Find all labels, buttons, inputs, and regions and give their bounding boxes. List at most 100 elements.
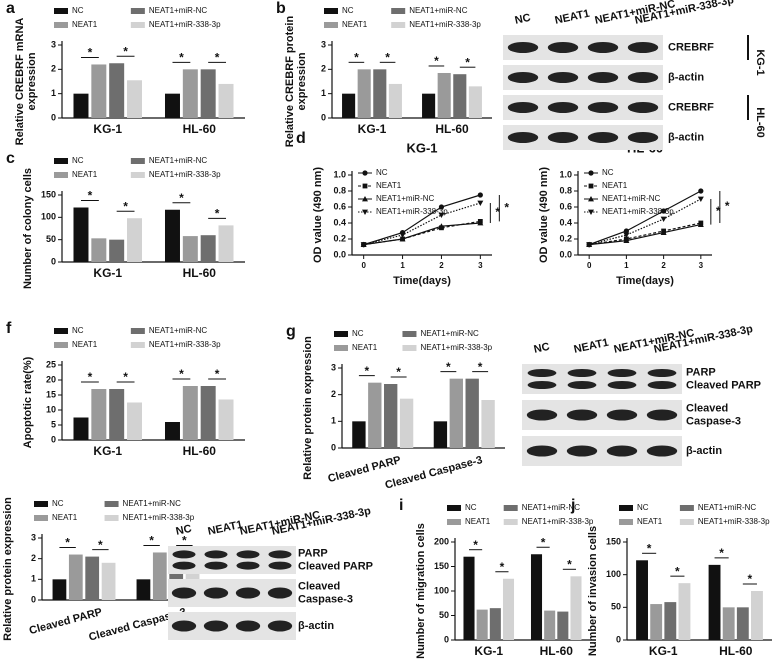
y-tick-label: 1.0 [333, 169, 346, 179]
blot-band [526, 409, 558, 421]
legend-label: NEAT1+miR-NC [409, 6, 468, 15]
bar [152, 552, 167, 600]
y-tick-label: 3 [331, 362, 336, 372]
bar [218, 225, 234, 262]
significance-label: * [716, 204, 721, 218]
significance-label: * [98, 538, 103, 552]
legend-label: NEAT1+miR-338-3p [376, 207, 448, 216]
blot-band [268, 550, 292, 559]
y-tick-label: 0 [31, 594, 36, 604]
blot-band [587, 42, 619, 53]
significance-label: * [215, 51, 220, 65]
x-tick-label: HL-60 [435, 122, 469, 136]
significance-label: * [504, 200, 509, 214]
y-tick-label: 200 [434, 536, 449, 546]
line [589, 198, 702, 246]
blot-band [236, 550, 260, 559]
x-tick-label: KG-1 [93, 266, 122, 280]
significance-label: * [123, 44, 128, 58]
bar [388, 83, 402, 118]
legend-swatch [391, 22, 406, 28]
point [697, 196, 704, 202]
y-axis-label: Relative protein expression [302, 336, 314, 480]
blot-band [235, 587, 261, 599]
significance-label: * [65, 536, 70, 550]
bar [422, 93, 436, 118]
point [362, 183, 368, 189]
legend-swatch [447, 519, 461, 525]
significance-label: * [385, 51, 390, 65]
legend-swatch [503, 519, 518, 525]
bar [218, 83, 234, 118]
bar [650, 604, 663, 640]
legend-label: NEAT1 [637, 517, 663, 526]
significance-label: * [365, 364, 370, 378]
significance-label: * [465, 55, 470, 69]
significance-label: * [446, 360, 451, 374]
y-tick-label: 25 [46, 359, 56, 369]
point [438, 223, 445, 229]
x-tick-label: HL-60 [183, 122, 217, 136]
x-tick-label: HL-60 [719, 644, 753, 658]
legend-label: NC [52, 499, 64, 508]
y-tick-label: 2 [51, 64, 56, 74]
significance-label: * [541, 535, 546, 549]
blot-band [547, 132, 579, 143]
bar [437, 72, 451, 118]
bar [73, 207, 89, 262]
point [588, 209, 594, 215]
blot-row-label: Caspase-3 [686, 415, 741, 427]
y-axis-label: Relative CREBRF protein [284, 16, 296, 148]
bar [91, 238, 107, 262]
bar [557, 611, 569, 640]
blot-band [607, 369, 637, 377]
blot-column-label: NEAT1 [207, 519, 244, 538]
x-tick-label: KG-1 [93, 444, 122, 458]
point [660, 229, 667, 235]
bar [136, 579, 151, 600]
significance-label: * [123, 199, 128, 213]
y-tick-label: 0.4 [559, 217, 572, 227]
bar [465, 378, 479, 448]
bar [352, 421, 366, 448]
x-tick-label: 2 [439, 261, 444, 270]
legend-swatch [54, 328, 68, 334]
legend-label: NEAT1 [342, 20, 368, 29]
y-tick-label: 0.6 [333, 201, 346, 211]
legend-label: NC [72, 6, 84, 15]
legend-swatch [130, 158, 145, 164]
blot-band [527, 381, 557, 389]
bar [453, 74, 467, 118]
blot-band [647, 369, 677, 377]
point [438, 204, 445, 210]
x-tick-label: 1 [400, 261, 405, 270]
blot-column-label: NEAT1 [554, 8, 591, 27]
y-axis-label: expression [26, 52, 38, 110]
legend-swatch [130, 22, 145, 28]
bar [127, 402, 143, 440]
blot-band [587, 132, 619, 143]
significance-label: * [434, 54, 439, 68]
y-tick-label: 0 [616, 634, 621, 644]
blot-row-label: CREBRF [668, 41, 714, 53]
point [623, 237, 630, 243]
bar [127, 218, 143, 262]
y-tick-label: 0.0 [333, 249, 346, 259]
point [697, 221, 704, 227]
y-tick-label: 100 [606, 569, 621, 579]
blot-band [507, 42, 539, 53]
y-tick-label: 0.2 [333, 233, 346, 243]
blot-column-label: NC [533, 341, 551, 356]
point [660, 216, 667, 222]
y-tick-label: 0 [51, 256, 56, 266]
line [363, 222, 481, 246]
blot-band [627, 132, 659, 143]
blot-band [587, 102, 619, 113]
panel-letter: b [276, 0, 286, 17]
y-tick-label: 3 [321, 39, 326, 49]
y-tick-label: 2 [331, 389, 336, 399]
y-tick-label: 1 [331, 416, 336, 426]
bar [502, 578, 515, 640]
blot-column-label: NC [514, 12, 532, 27]
y-tick-label: 0 [51, 434, 56, 444]
